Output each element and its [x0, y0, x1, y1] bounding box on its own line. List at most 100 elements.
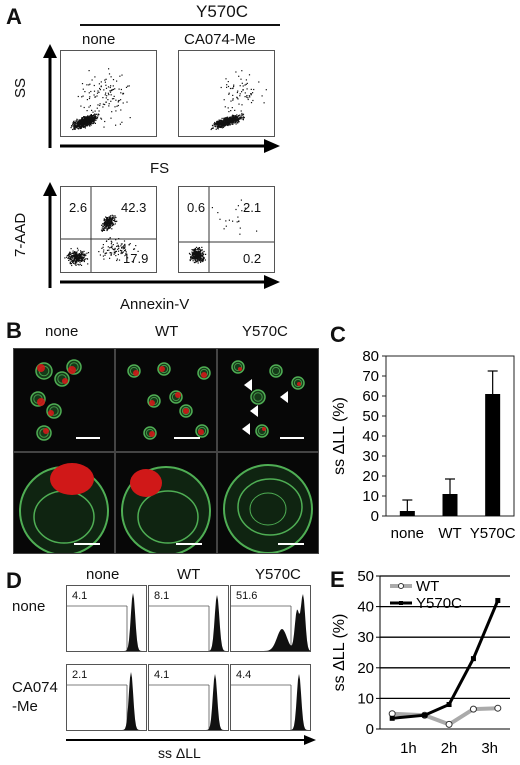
bar-chart-c: 0 10 20 30 40 50 60 70 80 none WT Y570C ss ΔLL (%) [331, 350, 516, 542]
micrograph-wt-high [115, 452, 217, 554]
histogram-value: 51.6 [236, 590, 258, 602]
scale-bar [278, 543, 304, 545]
panel-b-label-wt: WT [155, 323, 179, 340]
legend-label: WT [416, 578, 439, 595]
micrograph-y570c-high [217, 452, 319, 554]
x-tick-label: WT [438, 525, 461, 542]
ss-ll-axis-arrow [66, 735, 316, 745]
panel-letter-a: A [6, 4, 22, 29]
quadrant-ur-ca074: 2.1 [243, 200, 262, 215]
scatter-plot-none [60, 50, 157, 137]
x-tick-label: 1h [400, 740, 417, 757]
histogram-value: 4.4 [236, 669, 252, 681]
data-point [494, 704, 502, 712]
bar [485, 394, 501, 516]
legend-label: Y570C [416, 595, 462, 612]
scale-bar [280, 437, 304, 439]
y-tick-label: 10 [362, 488, 379, 505]
y-axis-label: ss ΔLL (%) [331, 397, 348, 475]
arrowhead-marker [280, 391, 288, 403]
panel-a-group-label: Y570C [196, 2, 248, 21]
quadrant-ur-none: 42.3 [121, 200, 147, 215]
panel-letter-d: D [6, 568, 22, 593]
y-tick-label: 20 [362, 468, 379, 485]
histogram-fill [149, 595, 228, 651]
x-tick-label: 3h [481, 740, 498, 757]
data-point [422, 712, 428, 718]
data-point [469, 705, 477, 713]
legend-marker [398, 583, 404, 589]
quadrant-lr-none: 17.9 [123, 251, 149, 266]
y-tick-label: 0 [371, 508, 379, 525]
y-tick-label: 60 [362, 388, 379, 405]
micrograph-y570c-low [217, 348, 319, 452]
histogram-none-none: 4.1 [66, 585, 147, 652]
scale-bar [74, 543, 100, 545]
ss-axis-label: SS [12, 77, 29, 98]
histogram-ca074-none: 2.1 [66, 664, 147, 731]
y-tick-label: 30 [357, 629, 374, 646]
histogram-ca074-y570c: 4.4 [230, 664, 311, 731]
panel-d-row-none: none [12, 598, 46, 615]
ss-axis-arrow [43, 44, 57, 148]
histogram-fill [231, 594, 310, 651]
scale-bar [176, 543, 202, 545]
fs-axis-label: FS [150, 160, 170, 177]
micrograph-none-low [13, 348, 115, 452]
y-tick-label: 0 [366, 721, 374, 738]
quadrant-ul-none: 2.6 [69, 200, 88, 215]
condition-label-none: none [82, 31, 116, 48]
micrograph-wt-low [115, 348, 217, 452]
x-tick-label: 2h [441, 740, 458, 757]
y-tick-label: 50 [362, 408, 379, 425]
arrowhead-marker [244, 379, 252, 391]
panel-d-col-y570c: Y570C [255, 566, 301, 583]
histogram-fill [67, 672, 146, 730]
panel-b-label-none: none [45, 323, 79, 340]
bar [442, 494, 458, 516]
y-tick-label: 20 [357, 660, 374, 677]
histogram-none-wt: 8.1 [148, 585, 229, 652]
panel-d-row-ca074: CA074 -Me [12, 679, 58, 715]
data-point [495, 597, 501, 603]
data-point [389, 715, 395, 721]
y-tick-label: 40 [362, 428, 379, 445]
aad-axis-label: 7-AAD [12, 212, 29, 257]
y-tick-label: 70 [362, 368, 379, 385]
scatter-plot-ca074 [178, 50, 275, 137]
histogram-value: 4.1 [72, 590, 88, 602]
panel-letter-b: B [6, 318, 22, 343]
series-line [392, 599, 500, 720]
panel-d-xlabel: ss ΔLL [158, 745, 201, 761]
histogram-fill [231, 674, 310, 730]
annexin-axis-label: Annexin-V [120, 296, 190, 313]
histogram-value: 2.1 [72, 669, 88, 681]
arrowhead-marker [250, 405, 258, 417]
panel-d-col-wt: WT [177, 566, 201, 583]
panel-letter-e: E [330, 567, 345, 592]
histogram-value: 8.1 [154, 590, 170, 602]
annexin-plot-ca074: 0.6 2.1 0.2 [178, 186, 275, 273]
y-tick-label: 30 [362, 448, 379, 465]
quadrant-ul-ca074: 0.6 [187, 200, 206, 215]
scale-bar [174, 437, 200, 439]
x-tick-label: none [391, 525, 424, 542]
bar [399, 511, 415, 516]
y-tick-label: 50 [357, 568, 374, 585]
data-point [446, 702, 452, 708]
panel-b-label-y570c: Y570C [242, 323, 288, 340]
histogram-none-y570c: 51.6 [230, 585, 311, 652]
condition-label-ca074: CA074-Me [184, 31, 256, 48]
arrowhead-marker [242, 423, 250, 435]
histogram-ca074-wt: 4.1 [148, 664, 229, 731]
histogram-fill [149, 674, 228, 730]
x-tick-label: Y570C [470, 525, 516, 542]
legend-marker [399, 601, 403, 605]
aad-axis-arrow [43, 182, 57, 288]
y-axis-label: ss ΔLL (%) [331, 614, 348, 692]
quadrant-lr-ca074: 0.2 [243, 251, 262, 266]
y-tick-label: 10 [357, 690, 374, 707]
scale-bar [76, 437, 100, 439]
histogram-value: 4.1 [154, 669, 170, 681]
